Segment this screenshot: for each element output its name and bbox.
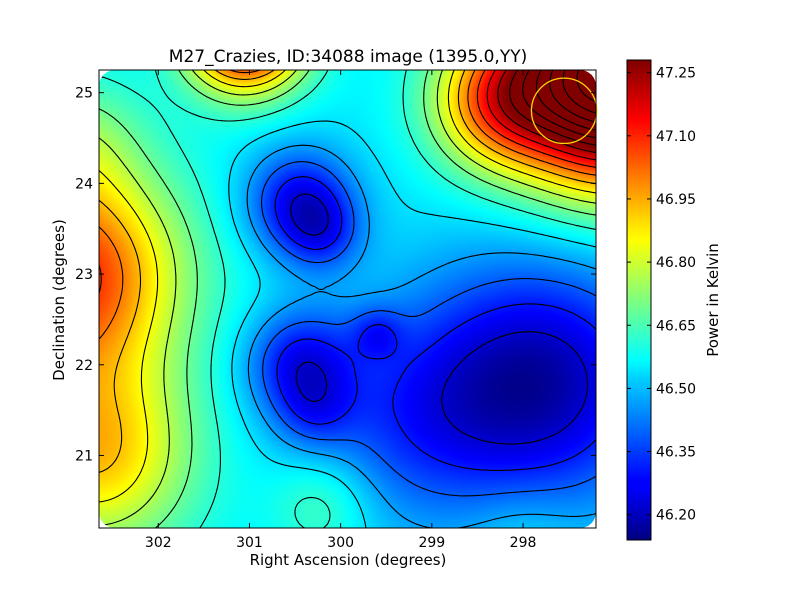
x-tick-label: 298	[510, 535, 537, 551]
contour-line	[486, 70, 596, 161]
colorbar-tick-label: 47.10	[656, 129, 696, 145]
colorbar-tick-label: 46.80	[656, 255, 696, 271]
contour-line	[99, 70, 596, 503]
contour-line	[562, 70, 596, 114]
heatmap-image	[99, 70, 596, 528]
colorbar-tick-label: 46.50	[656, 381, 696, 397]
colorbar-tick-label: 46.35	[656, 445, 696, 461]
contour-line	[99, 70, 596, 526]
contour-line	[99, 70, 596, 528]
plot-frame	[98, 69, 597, 529]
contour-line	[522, 70, 596, 139]
colorbar-gradient	[626, 59, 652, 541]
contour-line	[549, 70, 596, 123]
y-tick-label: 25	[75, 86, 93, 102]
contour-line	[576, 70, 596, 103]
x-axis-label: Right Ascension (degrees)	[250, 551, 447, 569]
colorbar: 46.20 46.35 46.50 46.65 46.80 46.95 47.10 47.25…	[626, 59, 722, 541]
contour-lines	[99, 70, 596, 528]
contour-line	[99, 70, 596, 473]
colorbar-ticks: 46.20 46.35 46.50 46.65 46.80 46.95 47.10 47.25	[627, 66, 696, 524]
colorbar-label: Power in Kelvin	[704, 243, 722, 357]
contour-line	[246, 144, 596, 528]
colorbar-tick-label: 46.95	[656, 192, 696, 208]
contour-line	[509, 70, 596, 146]
y-tick-label: 24	[75, 176, 93, 192]
chart-title: M27_Crazies, ID:34088 image (1395.0,YY)	[169, 47, 527, 67]
x-tick-label: 301	[236, 535, 263, 551]
x-tick-label: 299	[418, 535, 445, 551]
x-axis: 302 301 300 299 298	[145, 70, 537, 551]
contour-line	[290, 193, 589, 445]
colorbar-tick-label: 47.25	[656, 66, 696, 82]
y-axis-label: Declination (degrees)	[50, 219, 68, 381]
y-axis: 21 22 23 24 25	[75, 86, 596, 464]
x-tick-label: 300	[327, 535, 354, 551]
y-tick-label: 21	[75, 448, 93, 464]
contour-line	[260, 161, 596, 497]
annotation-circle	[530, 77, 598, 145]
x-tick-label: 302	[145, 535, 172, 551]
contour-line	[228, 120, 596, 528]
colorbar-tick-label: 46.20	[656, 508, 696, 524]
y-tick-label: 22	[75, 358, 93, 374]
y-tick-label: 23	[75, 267, 93, 283]
contour-line	[274, 176, 596, 471]
plot-area	[98, 69, 598, 529]
colorbar-tick-label: 46.65	[656, 318, 696, 334]
